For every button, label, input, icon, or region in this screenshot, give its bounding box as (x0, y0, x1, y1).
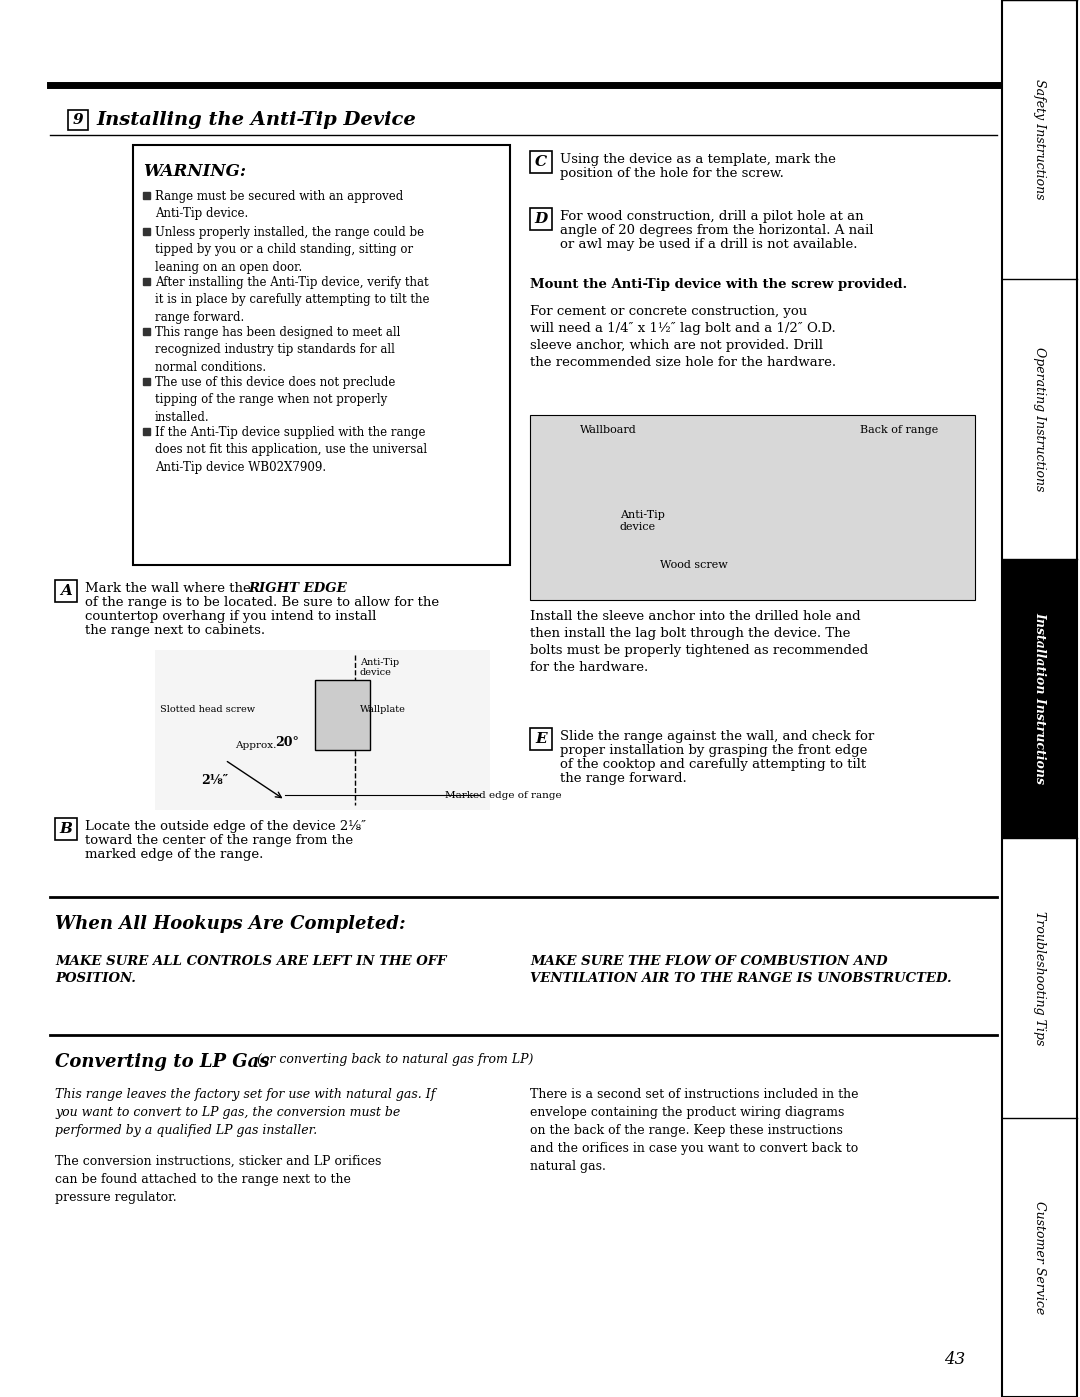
Bar (1002, 0, 1077, 1397)
Text: of the cooktop and carefully attempting to tilt: of the cooktop and carefully attempting … (561, 759, 866, 771)
Bar (530, 151, 552, 173)
Text: MAKE SURE ALL CONTROLS ARE LEFT IN THE OFF
POSITION.: MAKE SURE ALL CONTROLS ARE LEFT IN THE O… (55, 956, 446, 985)
Text: Installation Instructions: Installation Instructions (1032, 612, 1047, 785)
Bar (1002, 559, 1077, 838)
Text: Converting to LP Gas: Converting to LP Gas (55, 1053, 269, 1071)
Text: angle of 20 degrees from the horizontal. A nail: angle of 20 degrees from the horizontal.… (561, 224, 874, 237)
Bar (315, 680, 370, 750)
Bar (143, 191, 150, 198)
Text: or awl may be used if a drill is not available.: or awl may be used if a drill is not ava… (561, 237, 858, 251)
Text: the range forward.: the range forward. (561, 773, 687, 785)
Text: (or converting back to natural gas from LP): (or converting back to natural gas from … (253, 1053, 534, 1066)
Text: Anti-Tip: Anti-Tip (360, 658, 400, 666)
Text: the range next to cabinets.: the range next to cabinets. (85, 624, 265, 637)
Text: device: device (360, 668, 392, 678)
Text: The use of this device does not preclude
tipping of the range when not properly
: The use of this device does not preclude… (156, 376, 395, 425)
Text: Installing the Anti-Tip Device: Installing the Anti-Tip Device (96, 110, 416, 129)
Text: Troubleshooting Tips: Troubleshooting Tips (1032, 911, 1047, 1045)
Text: Approx.: Approx. (235, 740, 276, 750)
Text: Mount the Anti-Tip device with the screw provided.: Mount the Anti-Tip device with the screw… (530, 278, 907, 291)
Text: If the Anti-Tip device supplied with the range
does not fit this application, us: If the Anti-Tip device supplied with the… (156, 426, 427, 474)
Text: position of the hole for the screw.: position of the hole for the screw. (561, 168, 784, 180)
Text: A: A (60, 584, 72, 598)
Text: For wood construction, drill a pilot hole at an: For wood construction, drill a pilot hol… (561, 210, 864, 224)
Text: Slotted head screw: Slotted head screw (160, 705, 255, 714)
Text: Range must be secured with an approved
Anti-Tip device.: Range must be secured with an approved A… (156, 190, 403, 221)
Text: Mark the wall where the: Mark the wall where the (85, 583, 255, 595)
Text: Back of range: Back of range (860, 425, 939, 434)
Text: RIGHT EDGE: RIGHT EDGE (248, 583, 347, 595)
Bar (143, 379, 150, 386)
Text: 2⅛″: 2⅛″ (201, 774, 229, 787)
Text: marked edge of the range.: marked edge of the range. (85, 848, 264, 861)
Text: Safety Instructions: Safety Instructions (1032, 80, 1047, 200)
Text: After installing the Anti-Tip device, verify that
it is in place by carefully at: After installing the Anti-Tip device, ve… (156, 277, 430, 324)
Bar (143, 228, 150, 235)
Bar (530, 728, 552, 750)
Text: of the range is to be located. Be sure to allow for the: of the range is to be located. Be sure t… (85, 597, 440, 609)
Text: This range has been designed to meet all
recognized industry tip standards for a: This range has been designed to meet all… (156, 326, 401, 374)
Text: Operating Instructions: Operating Instructions (1032, 346, 1047, 492)
Text: 9: 9 (72, 113, 83, 127)
Text: This range leaves the factory set for use with natural gas. If
you want to conve: This range leaves the factory set for us… (55, 1088, 435, 1137)
Text: Slide the range against the wall, and check for: Slide the range against the wall, and ch… (561, 731, 874, 743)
Bar (68, 110, 87, 130)
Text: Customer Service: Customer Service (1032, 1200, 1047, 1315)
Text: 43: 43 (944, 1351, 966, 1369)
Bar (143, 328, 150, 335)
Text: When All Hookups Are Completed:: When All Hookups Are Completed: (55, 915, 406, 933)
Text: device: device (620, 522, 657, 532)
Text: Wallplate: Wallplate (360, 705, 406, 714)
Text: Anti-Tip: Anti-Tip (620, 510, 665, 520)
Text: WARNING:: WARNING: (143, 163, 246, 180)
Text: B: B (59, 821, 72, 835)
Text: For cement or concrete construction, you
will need a 1/4″ x 1½″ lag bolt and a 1: For cement or concrete construction, you… (530, 305, 836, 369)
Text: Marked edge of range: Marked edge of range (445, 791, 562, 799)
Bar (55, 580, 77, 602)
Text: Wallboard: Wallboard (580, 425, 637, 434)
Bar (530, 415, 975, 599)
Text: C: C (535, 155, 548, 169)
Text: There is a second set of instructions included in the
envelope containing the pr: There is a second set of instructions in… (530, 1088, 859, 1173)
Text: toward the center of the range from the: toward the center of the range from the (85, 834, 353, 847)
Text: Using the device as a template, mark the: Using the device as a template, mark the (561, 154, 836, 166)
Text: Locate the outside edge of the device 2⅛″: Locate the outside edge of the device 2⅛… (85, 820, 366, 833)
Text: proper installation by grasping the front edge: proper installation by grasping the fron… (561, 745, 867, 757)
Text: D: D (535, 212, 548, 226)
Text: countertop overhang if you intend to install: countertop overhang if you intend to ins… (85, 610, 376, 623)
Bar (156, 650, 490, 810)
Text: Unless properly installed, the range could be
tipped by you or a child standing,: Unless properly installed, the range cou… (156, 226, 424, 274)
Text: Wood screw: Wood screw (660, 560, 728, 570)
Text: The conversion instructions, sticker and LP orifices
can be found attached to th: The conversion instructions, sticker and… (55, 1155, 381, 1204)
Bar (55, 819, 77, 840)
Text: 20°: 20° (275, 735, 299, 749)
Text: E: E (536, 732, 546, 746)
Bar (143, 278, 150, 285)
Bar (133, 145, 510, 564)
Text: Install the sleeve anchor into the drilled hole and
then install the lag bolt th: Install the sleeve anchor into the drill… (530, 610, 868, 673)
Bar (530, 208, 552, 231)
Bar (143, 427, 150, 434)
Text: MAKE SURE THE FLOW OF COMBUSTION AND
VENTILATION AIR TO THE RANGE IS UNOBSTRUCTE: MAKE SURE THE FLOW OF COMBUSTION AND VEN… (530, 956, 951, 985)
